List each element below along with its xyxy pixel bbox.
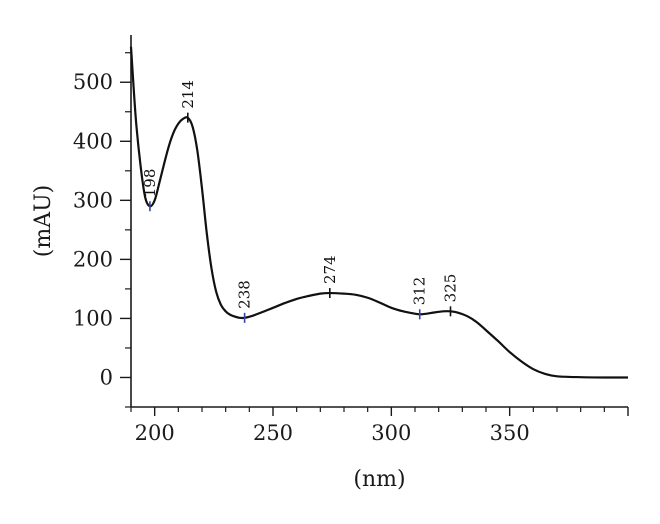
- x-ticks: 200 250 300 350: [130, 407, 629, 445]
- peak-label: 312: [411, 277, 429, 306]
- x-tick-label: 200: [135, 421, 175, 445]
- peak-label: 214: [179, 80, 197, 109]
- x-tick-label: 250: [253, 421, 293, 445]
- y-tick-label: 100: [73, 306, 113, 330]
- axes: [130, 35, 628, 408]
- x-tick-label: 350: [490, 421, 530, 445]
- y-tick-label: 200: [73, 247, 113, 271]
- peak-label: 198: [141, 169, 159, 198]
- y-axis-title: (mAU): [31, 185, 56, 257]
- y-ticks: 0 100 200 300 400 500: [73, 52, 131, 408]
- y-tick-label: 300: [73, 188, 113, 212]
- x-tick-label: 300: [371, 421, 411, 445]
- series-layer: [129, 46, 629, 379]
- y-tick-label: 500: [73, 70, 113, 94]
- y-tick-label: 0: [100, 365, 113, 389]
- peak-annotations: 198 214 238 274 312 325: [141, 80, 460, 323]
- absorbance-series-line: [129, 46, 629, 379]
- peak-label: 238: [236, 280, 254, 309]
- peak-label: 325: [442, 274, 460, 303]
- y-tick-label: 400: [73, 129, 113, 153]
- x-axis-title: (nm): [353, 467, 405, 492]
- peak-label: 274: [321, 255, 339, 284]
